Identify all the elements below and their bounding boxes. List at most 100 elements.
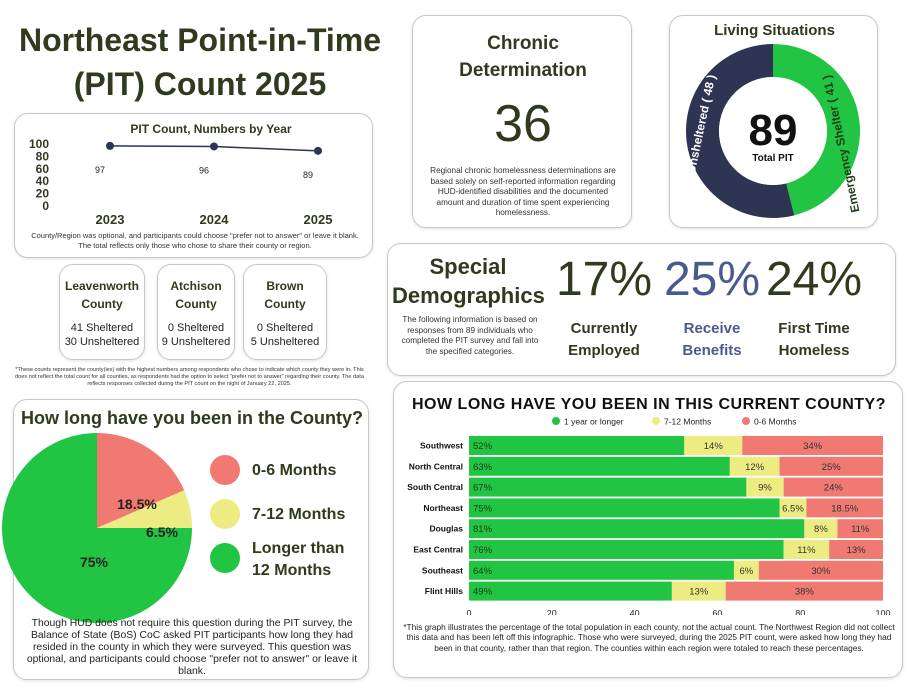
- bar-segment: [746, 477, 784, 497]
- bar-value-label: 11%: [851, 524, 870, 535]
- county-name: Atchison County: [158, 277, 234, 313]
- special-card: Special Demographics The following infor…: [387, 243, 896, 376]
- county-unsheltered: 9 Unsheltered: [161, 336, 231, 348]
- pit-data-point: [210, 142, 218, 151]
- bar-segment: [779, 498, 807, 518]
- pit-by-year-footnote: County/Region was optional, and particip…: [31, 231, 359, 250]
- special-stat-value: 25%: [663, 253, 761, 306]
- bar-segment: [837, 519, 883, 539]
- special-description: The following information is based on re…: [401, 315, 539, 356]
- county-time-title: How long have you been in the County?: [20, 408, 363, 428]
- county-time-pie: 18.5% 6.5% 75%: [2, 433, 192, 623]
- y-tick-label: 0: [42, 199, 49, 213]
- pie-value-label: 6.5%: [146, 524, 178, 540]
- current-county-card: HOW LONG HAVE YOU BEEN IN THIS CURRENT C…: [393, 381, 903, 678]
- county-legend-item: Longer than 12 Months: [210, 540, 366, 580]
- bar-segment: [829, 540, 883, 559]
- county-name-line1: Atchison: [170, 279, 222, 293]
- bar-segment: [671, 581, 726, 601]
- bar-segment: [806, 498, 883, 518]
- legend-label: 0-6 Months: [754, 417, 797, 427]
- pie-slice: [2, 433, 192, 623]
- counties-note: *These counts represent the county(ies) …: [15, 367, 364, 387]
- bar-segment: [469, 581, 672, 601]
- current-county-footnote: *This graph illustrates the percentage o…: [403, 622, 895, 653]
- special-stat: 17% Currently Employed: [548, 250, 660, 362]
- special-stat-label-line2: Benefits: [682, 342, 742, 359]
- county-unsheltered: 5 Unsheltered: [250, 336, 320, 348]
- y-tick-label: 100: [29, 137, 49, 151]
- category-label: South Central: [407, 482, 463, 492]
- bar-segment: [469, 560, 734, 580]
- pit-data-point: [314, 146, 322, 155]
- y-tick-label: 80: [36, 149, 50, 163]
- special-stat: 25% Receive Benefits: [656, 250, 768, 362]
- pit-by-year-card: PIT Count, Numbers by Year 0 20 40 60 80 100 97…: [14, 113, 373, 258]
- pit-chart-title: PIT Count, Numbers by Year: [130, 122, 291, 136]
- bar-value-label: 14%: [704, 441, 724, 452]
- bar-segment: [725, 581, 883, 601]
- current-county-title: HOW LONG HAVE YOU BEEN IN THIS CURRENT C…: [412, 396, 886, 413]
- x-tick-label: 2023: [96, 212, 125, 226]
- x-tick-label: 2025: [304, 212, 333, 226]
- bar-value-label: 24%: [824, 483, 844, 494]
- bar-value-label: 64%: [473, 566, 493, 577]
- bar-value-label: 12%: [745, 462, 765, 473]
- bar-segment: [469, 519, 805, 539]
- bar-value-label: 13%: [689, 587, 709, 598]
- page-title-line1: Northeast Point-in-Time: [18, 22, 382, 58]
- x-tick-label: 0: [466, 608, 471, 615]
- donut-slice-unsheltered: [686, 44, 795, 219]
- bar-segment: [779, 456, 883, 476]
- special-title-line1: Special: [429, 254, 507, 279]
- bar-value-label: 18.5%: [831, 503, 858, 514]
- living-total-label: Total PIT: [752, 153, 793, 164]
- bar-value-label: 13%: [847, 545, 867, 556]
- county-name-line2: County: [175, 297, 217, 311]
- county-name-line1: Leavenworth: [64, 279, 139, 293]
- chronic-card: Chronic Determination 36 Regional chroni…: [412, 15, 632, 228]
- living-card: Living Situations 89 Total PIT Unsheltered…: [669, 15, 878, 228]
- county-box: Brown County 0 Sheltered 5 Unsheltered: [243, 264, 327, 360]
- chronic-title-line1: Chronic: [487, 33, 559, 54]
- legend-label: Longer than 12 Months: [252, 538, 344, 582]
- category-label: Southeast: [422, 565, 463, 575]
- category-label: Flint Hills: [425, 586, 464, 596]
- county-name-line1: Brown: [266, 279, 304, 293]
- legend-swatch: [552, 417, 560, 425]
- special-stat-label: Currently Employed: [548, 318, 660, 362]
- bar-segment: [469, 540, 784, 559]
- bar-value-label: 25%: [822, 462, 842, 473]
- bar-segment: [469, 477, 747, 497]
- legend-label: 1 year or longer: [564, 417, 624, 427]
- bar-value-label: 11%: [797, 545, 816, 556]
- category-label: Douglas: [429, 524, 463, 534]
- bar-value-label: 81%: [473, 524, 493, 535]
- county-sheltered: 0 Sheltered: [167, 322, 225, 334]
- county-time-description: Though HUD does not require this questio…: [26, 618, 358, 677]
- pie-value-label: 75%: [80, 554, 109, 570]
- bar-segment: [684, 436, 743, 455]
- y-tick-label: 60: [36, 162, 50, 176]
- bar-value-label: 75%: [473, 503, 493, 514]
- county-legend-item: 0-6 Months: [210, 452, 366, 492]
- legend-label: 7-12 Months: [252, 504, 345, 526]
- special-stat: 24% First Time Homeless: [758, 250, 870, 362]
- page-title: Northeast Point-in-Time (PIT) Count 2025: [10, 18, 390, 106]
- pit-data-label: 96: [199, 165, 209, 175]
- bar-segment: [469, 498, 780, 518]
- bar-segment: [804, 519, 838, 539]
- bar-value-label: 76%: [473, 545, 493, 556]
- special-stat-label: First Time Homeless: [758, 318, 870, 362]
- county-sheltered: 0 Sheltered: [256, 322, 314, 334]
- x-tick-label: 2024: [200, 212, 230, 226]
- bar-segment: [729, 456, 780, 476]
- county-name: Brown County: [244, 277, 326, 313]
- county-name: Leavenworth County: [60, 277, 144, 313]
- bar-segment: [742, 436, 883, 455]
- special-title-line2: Demographics: [392, 283, 545, 308]
- legend-swatch: [652, 417, 660, 425]
- county-name-line2: County: [81, 297, 123, 311]
- living-total: 89: [749, 106, 798, 155]
